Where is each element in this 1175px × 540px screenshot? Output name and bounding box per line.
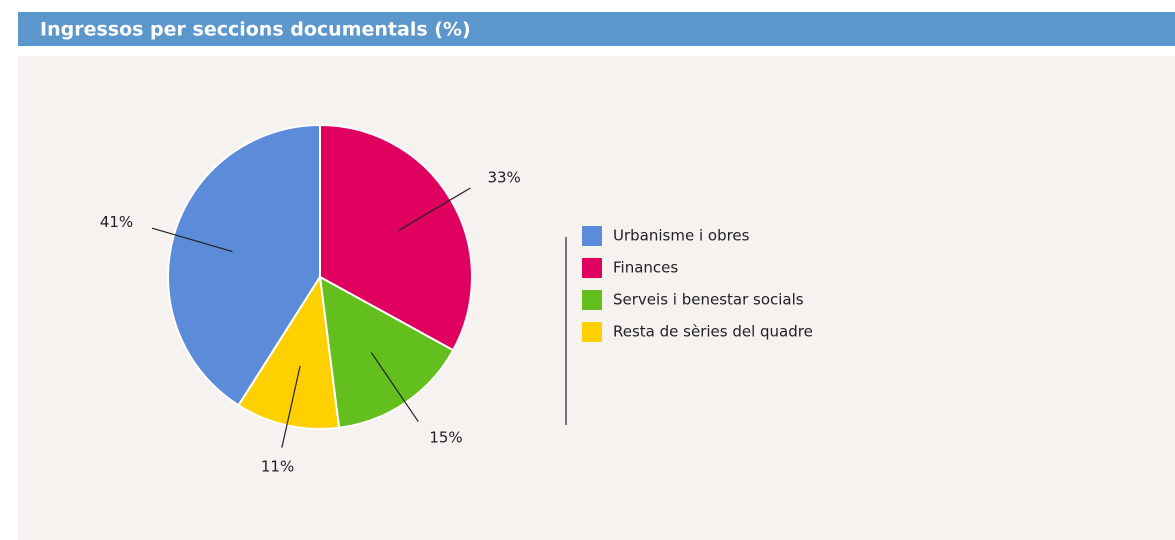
data-label: 33% <box>487 168 520 186</box>
data-label: 15% <box>429 428 462 446</box>
data-label: 41% <box>100 213 133 231</box>
legend-swatch <box>582 322 602 342</box>
legend-label: Serveis i benestar socials <box>613 291 804 309</box>
label-leader <box>151 227 233 253</box>
chart-title: Ingressos per seccions documentals (%) <box>40 19 471 41</box>
legend-swatch <box>582 226 602 246</box>
label-leader <box>398 187 471 232</box>
legend-label: Resta de sèries del quadre <box>613 323 813 341</box>
legend-swatch <box>582 258 602 278</box>
legend-label: Urbanisme i obres <box>613 227 750 245</box>
header-bar <box>18 12 1175 46</box>
legend-label: Finances <box>613 259 678 277</box>
legend-swatch <box>582 290 602 310</box>
label-leader <box>370 352 419 422</box>
data-label: 11% <box>261 457 294 475</box>
label-leader <box>281 365 301 448</box>
